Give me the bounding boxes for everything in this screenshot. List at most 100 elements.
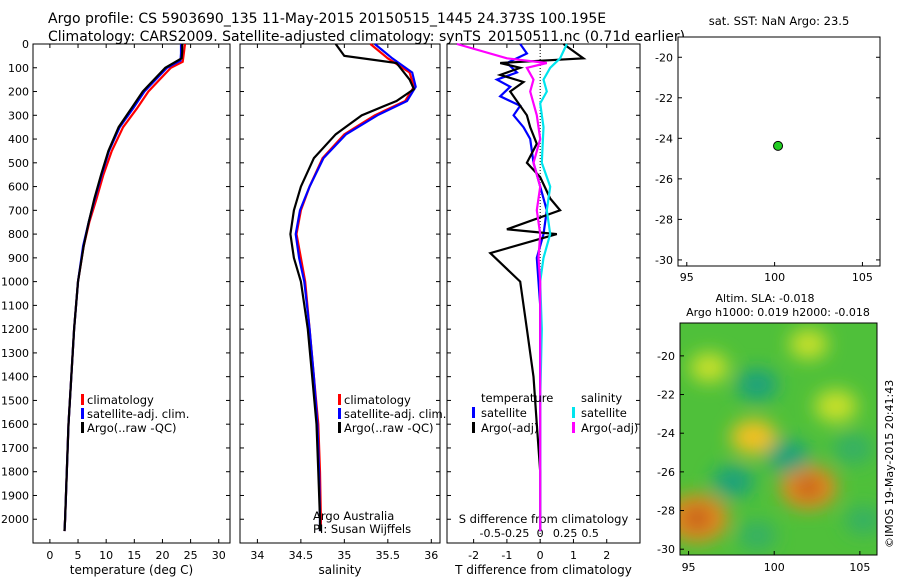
depth-tick-label: 400: [8, 133, 29, 146]
y-tick-label: -24: [657, 427, 675, 440]
sla-map-frame: [679, 322, 878, 556]
x-tick-label: 30: [212, 549, 226, 562]
depth-tick-label: 200: [8, 86, 29, 99]
legend-label: satellite-adj. clim.: [344, 407, 446, 421]
depth-tick-label: 700: [8, 204, 29, 217]
depth-tick-label: 800: [8, 228, 29, 241]
sla-blob: [689, 352, 729, 383]
depth-tick-label: 1300: [1, 347, 29, 360]
y-tick-label: -30: [657, 543, 675, 556]
depth-tick-label: 1500: [1, 394, 29, 407]
legend-label: satellite-adj. clim.: [87, 407, 189, 421]
depth-tick-label: 600: [8, 181, 29, 194]
y-tick-label: -24: [655, 132, 673, 145]
x-tick-label: 100: [764, 561, 785, 574]
legend-swatch: [338, 394, 341, 405]
depth-tick-label: 100: [8, 62, 29, 75]
sla-blob: [711, 465, 755, 498]
depth-tick-label: 1200: [1, 323, 29, 336]
salinity_profile-xlabel: salinity: [318, 563, 361, 577]
x-tick-label: 34: [250, 549, 264, 562]
sla-blob-core: [683, 507, 711, 530]
y-tick-label: -20: [657, 350, 675, 363]
salinity-diff-tick-label: -0.25: [501, 527, 529, 540]
legend-group-title: temperature: [481, 391, 553, 405]
data-source-annotation: Argo Australia: [313, 509, 394, 523]
y-tick-label: -20: [655, 51, 673, 64]
legend-group-title: salinity: [581, 391, 622, 405]
x-tick-label: 10: [99, 549, 113, 562]
data-source-annotation: PI: Susan Wijffels: [313, 522, 411, 536]
salinity_profile-panel: 34 34.5 35 35.5 36 salinity climatologysatelli…: [239, 43, 446, 577]
series-line: [289, 43, 416, 532]
x-tick-label: 105: [852, 271, 873, 284]
x-tick-label: 35.5: [376, 549, 401, 562]
difference_profile-xlabel: T difference from climatology: [454, 563, 632, 577]
depth-tick-label: 1700: [1, 442, 29, 455]
legend-swatch: [81, 394, 84, 405]
depth-tick-label: 300: [8, 109, 29, 122]
legend-swatch: [572, 407, 575, 418]
x-tick-label: 34.5: [289, 549, 314, 562]
legend-swatch: [472, 407, 475, 418]
depth-tick-label: 1000: [1, 276, 29, 289]
x-tick-label: 25: [184, 549, 198, 562]
series-line: [63, 44, 184, 532]
argo-location-point: [773, 140, 784, 151]
salinity-diff-tick-label: 0.25: [553, 527, 578, 540]
x-tick-label: 15: [127, 549, 141, 562]
temperature_profile-xlabel: temperature (deg C): [70, 563, 193, 577]
difference_profile-frame: [446, 43, 641, 544]
location-map-title: sat. SST: NaN Argo: 23.5: [709, 14, 850, 28]
legend-label: climatology: [344, 393, 411, 407]
x-tick-label: 35: [337, 549, 351, 562]
y-tick-label: -22: [655, 92, 673, 105]
legend-label: Argo(-adj): [581, 421, 638, 435]
legend-label: satellite: [481, 406, 527, 420]
sla-blob: [737, 520, 777, 551]
y-tick-label: -26: [655, 173, 673, 186]
y-tick-label: -28: [655, 213, 673, 226]
y-tick-label: -30: [655, 254, 673, 267]
legend-label: satellite: [581, 406, 627, 420]
sla-heatmap: [680, 323, 877, 555]
x-tick-label: 0: [537, 549, 544, 562]
series-line: [456, 42, 548, 532]
y-tick-label: -28: [657, 505, 675, 518]
figure-title-line1: Argo profile: CS 5903690_135 11-May-2015…: [48, 11, 607, 27]
location-map-panel: sat. SST: NaN Argo: 23.5 -20 -22 -24 -26 -28 -…: [655, 14, 881, 284]
salinity-diff-axis-label: S difference from climatology: [459, 512, 629, 526]
series-line: [488, 43, 587, 532]
x-tick-label: 36: [424, 549, 438, 562]
x-tick-label: -2: [468, 549, 479, 562]
difference_profile-panel: -2 -1 0 1 2T difference from climatology S di…: [446, 42, 641, 577]
x-tick-label: 5: [75, 549, 82, 562]
depth-tick-label: 1100: [1, 299, 29, 312]
sla-blob: [789, 329, 828, 360]
x-tick-label: 0: [46, 549, 53, 562]
legend-swatch: [81, 408, 84, 419]
legend-swatch: [338, 422, 341, 433]
depth-tick-label: 1400: [1, 371, 29, 384]
salinity_profile-frame: [239, 43, 441, 544]
legend-label: Argo(-adj): [481, 421, 538, 435]
x-tick-label: 1: [570, 549, 577, 562]
temperature_profile-frame: [32, 43, 231, 544]
salinity-diff-tick-label: 0.5: [581, 527, 599, 540]
legend-swatch: [81, 422, 84, 433]
sla-title-line2: Argo h1000: 0.019 h2000: -0.018: [686, 306, 870, 319]
depth-tick-label: 1600: [1, 418, 29, 431]
figure-title-line2: Climatology: CARS2009. Satellite-adjuste…: [48, 29, 686, 45]
y-tick-label: -22: [657, 389, 675, 402]
x-tick-label: 95: [680, 271, 694, 284]
depth-tick-label: 2000: [1, 513, 29, 526]
depth-tick-label: 500: [8, 157, 29, 170]
x-tick-label: 2: [603, 549, 610, 562]
salinity-diff-tick-label: 0: [537, 527, 544, 540]
depth-tick-label: 1800: [1, 466, 29, 479]
x-tick-label: 95: [682, 561, 696, 574]
x-tick-label: 105: [849, 561, 870, 574]
location-map-frame: [677, 36, 881, 267]
x-tick-label: 20: [155, 549, 169, 562]
